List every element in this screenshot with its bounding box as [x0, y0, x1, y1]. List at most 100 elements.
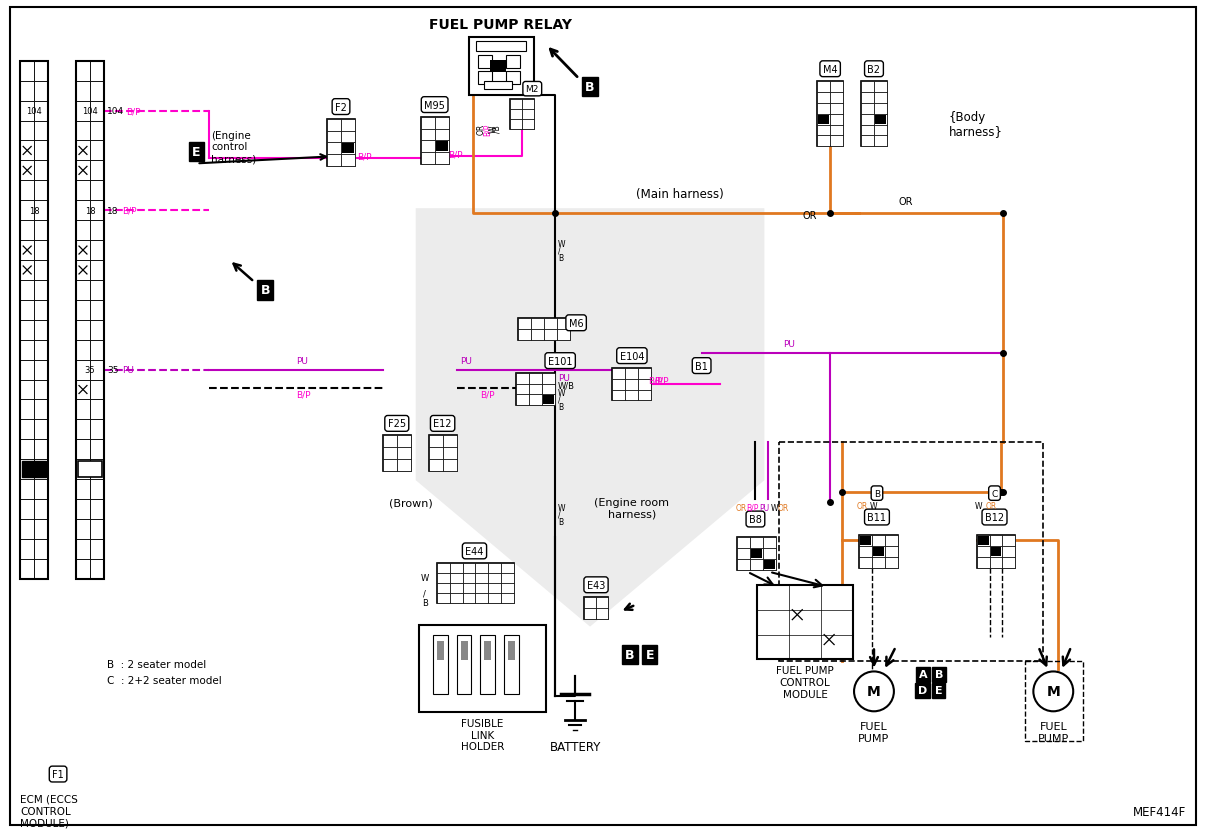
Bar — [502, 583, 514, 593]
Text: F2: F2 — [335, 103, 347, 113]
Bar — [1002, 546, 1015, 558]
Bar — [757, 585, 853, 660]
Bar — [76, 400, 90, 420]
Text: ECM (ECCS
CONTROL
MODULE): ECM (ECCS CONTROL MODULE) — [21, 794, 78, 827]
Bar — [21, 340, 34, 360]
Bar — [34, 320, 48, 340]
Bar — [507, 72, 520, 84]
Bar — [830, 93, 843, 104]
Bar — [76, 62, 90, 82]
Bar — [434, 117, 449, 130]
Bar — [435, 142, 447, 152]
Bar — [34, 261, 48, 281]
Text: B: B — [935, 670, 943, 680]
Bar — [861, 104, 874, 115]
Bar — [90, 161, 104, 181]
Bar — [34, 360, 48, 380]
Bar — [34, 519, 48, 539]
Text: FUEL PUMP
CONTROL
MODULE: FUEL PUMP CONTROL MODULE — [777, 665, 835, 699]
Bar — [341, 120, 355, 131]
Text: /: / — [558, 510, 561, 519]
Bar — [544, 319, 557, 329]
Bar — [543, 384, 555, 395]
Bar — [485, 82, 513, 89]
Text: W: W — [558, 239, 566, 248]
Bar — [76, 420, 90, 440]
Text: E: E — [935, 686, 943, 696]
Bar — [874, 136, 886, 147]
Bar — [516, 395, 529, 406]
Bar — [584, 608, 596, 619]
Bar — [584, 597, 608, 619]
Bar — [450, 583, 463, 593]
Bar — [519, 319, 532, 329]
Bar — [516, 384, 529, 395]
Bar — [428, 436, 443, 448]
Text: B/P: B/P — [122, 206, 136, 216]
Bar — [443, 436, 457, 448]
Bar — [751, 549, 762, 558]
Bar — [443, 448, 457, 460]
Bar — [738, 538, 777, 570]
Bar — [76, 340, 90, 360]
Bar — [861, 115, 874, 125]
Bar — [450, 593, 463, 603]
Bar — [421, 141, 434, 153]
Bar — [978, 537, 989, 545]
Text: B/P: B/P — [747, 503, 759, 512]
Bar — [434, 153, 449, 166]
Text: M: M — [867, 685, 880, 699]
Bar — [434, 130, 449, 141]
Bar — [818, 82, 830, 93]
Bar — [504, 635, 520, 695]
Text: (Engine
control
harness): (Engine control harness) — [211, 130, 257, 164]
Text: F25: F25 — [387, 419, 406, 429]
Bar — [418, 624, 546, 712]
Bar — [461, 641, 468, 660]
Bar — [76, 221, 90, 241]
Bar — [327, 131, 341, 143]
Bar — [488, 563, 502, 573]
Text: /: / — [558, 395, 561, 405]
Bar — [21, 559, 34, 579]
Text: E: E — [645, 648, 654, 661]
Bar — [529, 384, 543, 395]
Bar — [21, 300, 34, 320]
Text: PU: PU — [760, 503, 769, 512]
Text: FUEL PUMP RELAY: FUEL PUMP RELAY — [429, 18, 572, 32]
Bar — [861, 82, 886, 147]
Polygon shape — [416, 209, 765, 627]
Bar — [468, 38, 534, 95]
Text: M: M — [1047, 685, 1060, 699]
Bar — [421, 117, 434, 130]
Bar — [428, 460, 443, 472]
Bar — [463, 573, 475, 583]
Bar — [475, 593, 488, 603]
Text: B: B — [874, 489, 880, 498]
Bar — [457, 635, 472, 695]
Bar — [750, 538, 763, 548]
Bar — [90, 400, 104, 420]
Bar — [76, 300, 90, 320]
Bar — [990, 548, 1001, 556]
Bar — [90, 420, 104, 440]
Bar — [22, 461, 46, 477]
Text: (Brown): (Brown) — [388, 497, 433, 507]
Bar — [1025, 661, 1083, 742]
Text: W: W — [974, 501, 982, 510]
Bar — [543, 396, 555, 405]
Text: W: W — [558, 389, 566, 398]
Bar — [21, 400, 34, 420]
Bar — [977, 535, 1015, 568]
Bar — [90, 101, 104, 121]
Bar — [327, 120, 355, 167]
Bar — [76, 82, 90, 101]
Bar — [990, 535, 1002, 546]
Circle shape — [1034, 671, 1073, 711]
Bar — [382, 448, 397, 460]
Bar — [21, 62, 34, 82]
Text: E12: E12 — [433, 419, 452, 429]
Circle shape — [854, 671, 894, 711]
Text: PU: PU — [461, 356, 473, 365]
Bar — [21, 519, 34, 539]
